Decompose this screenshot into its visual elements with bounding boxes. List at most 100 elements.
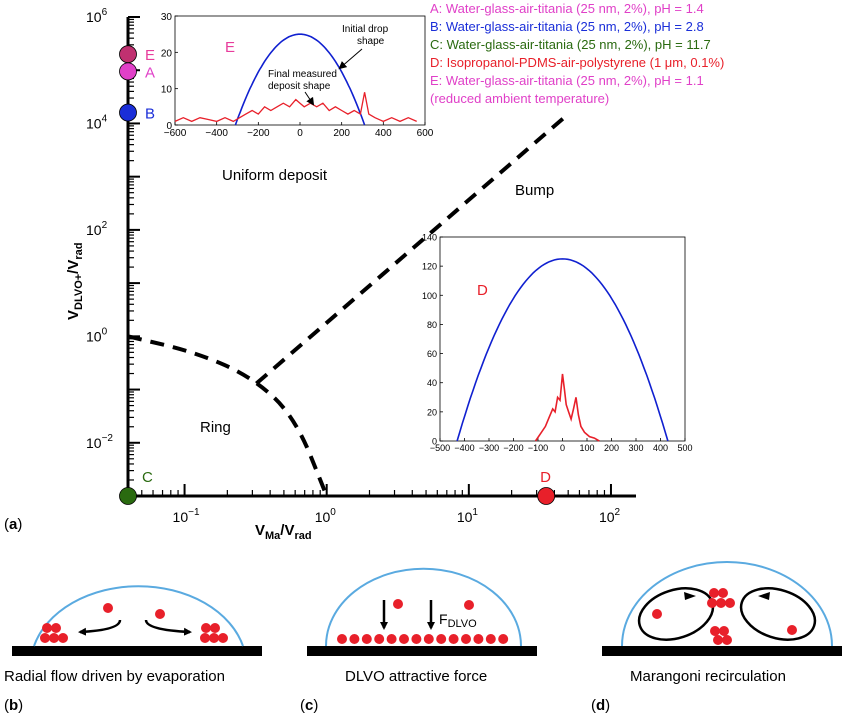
inset-y-tick-label: 100 [422, 291, 437, 301]
deposited-particle [423, 634, 434, 644]
caption-c: DLVO attractive force [345, 668, 487, 685]
legend-e-note: (reduced ambient temperature) [430, 91, 609, 106]
caption-d: Marangoni recirculation [630, 668, 786, 685]
deposited-particle [411, 634, 422, 644]
legend-e: E: Water-glass-air-titania (25 nm, 2%), … [430, 73, 704, 88]
inset-y-tick-label: 30 [161, 12, 173, 23]
force-label: FDLVO [439, 611, 477, 630]
deposited-particle [461, 634, 471, 644]
flow-arrow-left [78, 619, 122, 636]
deposited-particle [498, 634, 509, 644]
inset-x-tick-label: −200 [247, 128, 270, 139]
inset-x-tick-label: 300 [628, 443, 643, 453]
schematic-b: Radial flow driven by evaporation (b) [4, 585, 262, 714]
schematic-d: Marangoni recirculation (d) [591, 561, 842, 714]
deposited-particle [485, 634, 496, 644]
y-tick-label: 104 [86, 113, 108, 131]
inset-x-tick-label: 0 [297, 128, 303, 139]
deposited-particle [361, 634, 372, 644]
inset-e-initial-curve [234, 33, 366, 126]
y-tick-label: 10−2 [86, 433, 113, 451]
x-tick-label: 100 [315, 507, 337, 525]
inset-x-tick-label: 500 [677, 443, 692, 453]
inset-x-tick-label: −600 [164, 128, 187, 139]
x-tick-label: 102 [599, 507, 621, 525]
point-e [119, 45, 137, 64]
legend-a: A: Water-glass-air-titania (25 nm, 2%), … [430, 1, 704, 16]
x-axis-label: VMa/Vrad [255, 522, 312, 542]
inset-e-annot-initial-2: shape [357, 36, 385, 47]
legend-d: D: Isopropanol-PDMS-air-polystyrene (1 μ… [430, 55, 724, 70]
inset-x-tick-label: −500 [430, 443, 450, 453]
inset-e-final-curve [174, 92, 417, 123]
deposited-particle [386, 634, 397, 644]
inset-y-tick-label: 20 [427, 407, 437, 417]
deposited-particle [473, 634, 484, 644]
inset-y-tick-label: 0 [166, 121, 172, 132]
deposited-particle [436, 634, 447, 644]
point-b [119, 103, 137, 122]
substrate-d [602, 646, 842, 656]
inset-e-arrow-final [304, 91, 315, 106]
inset-y-tick-label: 80 [427, 320, 437, 330]
substrate-b [12, 646, 262, 656]
point-d [537, 487, 556, 505]
y-tick-label: 102 [86, 220, 108, 238]
schematic-c: FDLVO DLVO attractive force (c) [300, 567, 537, 714]
point-c [119, 487, 137, 505]
caption-b: Radial flow driven by evaporation [4, 668, 225, 685]
inset-e-annot-final-1: Final measured [268, 69, 337, 80]
inset-x-tick-label: −400 [205, 128, 228, 139]
inset-x-tick-label: 600 [417, 128, 434, 139]
point-a [119, 62, 137, 81]
inset-y-tick-label: 60 [427, 349, 437, 359]
panel-label-d: (d) [591, 697, 610, 714]
inset-d-label: D [477, 282, 488, 299]
legend: A: Water-glass-air-titania (25 nm, 2%), … [430, 1, 724, 106]
x-tick-label: 10−1 [173, 507, 200, 525]
substrate-c [307, 646, 537, 656]
inset-e-arrow-initial [338, 48, 363, 70]
region-uniform-deposit: Uniform deposit [222, 167, 328, 184]
deposited-particle [374, 634, 385, 644]
inset-y-tick-label: 140 [422, 233, 437, 243]
y-tick-label: 100 [86, 326, 108, 344]
vortex-right-arrow-icon [758, 592, 770, 600]
inset-e-annot-initial-1: Initial drop [342, 24, 389, 35]
inset-y-tick-label: 20 [161, 48, 173, 59]
ring-boundary-line [127, 334, 329, 497]
vortex-left-arrow-icon [684, 592, 696, 600]
panel-label-a: (a) [4, 516, 22, 533]
panel-label-c: (c) [300, 697, 318, 714]
droplet-outline-c [325, 567, 522, 647]
point-label-b: B [145, 106, 155, 123]
particles-b [40, 603, 228, 643]
panel-label-b: (b) [4, 697, 23, 714]
vortex-left [637, 587, 715, 641]
legend-c: C: Water-glass-air-titania (25 nm, 2%), … [430, 37, 711, 52]
inset-y-tick-label: 10 [161, 85, 173, 96]
y-axis-label: VDLVO+/Vrad [65, 243, 85, 321]
region-ring: Ring [200, 419, 231, 436]
inset-x-tick-label: 0 [560, 443, 565, 453]
inset-x-tick-label: −200 [503, 443, 523, 453]
y-tick-label: 106 [86, 7, 108, 25]
inset-e: −600 −400 −200 0 200 400 600 0 10 20 30 E Initial … [161, 12, 434, 139]
inset-y-tick-label: 0 [432, 437, 437, 447]
main-ticks [127, 16, 612, 497]
inset-y-tick-label: 40 [427, 378, 437, 388]
deposited-particle [399, 634, 409, 644]
inset-x-tick-label: 100 [579, 443, 594, 453]
deposited-particle [337, 634, 347, 644]
inset-e-label: E [225, 39, 235, 56]
inset-x-tick-label: −300 [479, 443, 499, 453]
inset-d-initial-curve [456, 258, 669, 442]
inset-x-tick-label: 400 [653, 443, 668, 453]
deposited-particle [349, 634, 360, 644]
droplet-outline-d [621, 561, 833, 647]
particles-d [652, 588, 797, 645]
point-label-c: C [142, 469, 153, 486]
inset-x-tick-label: −100 [528, 443, 548, 453]
